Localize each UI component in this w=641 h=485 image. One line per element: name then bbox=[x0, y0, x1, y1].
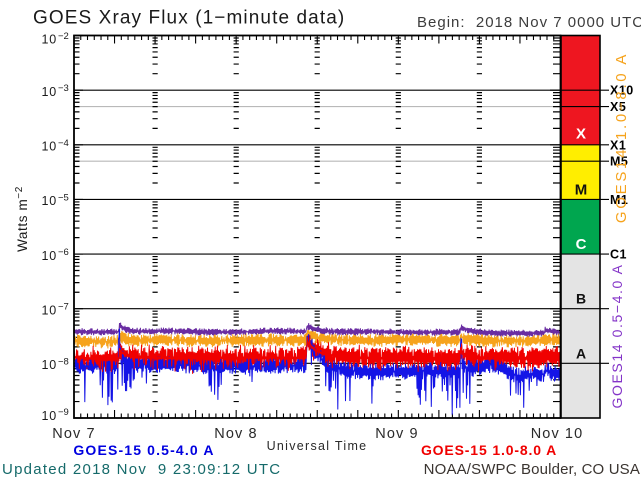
svg-text:M5: M5 bbox=[610, 155, 628, 169]
svg-text:Updated 2018 Nov 9 23:09:12 U: Updated 2018 Nov 9 23:09:12 UTC bbox=[2, 461, 281, 478]
svg-text:B: B bbox=[576, 291, 586, 307]
svg-text:Begin: 2018 Nov 7 0000 UTC: Begin: 2018 Nov 7 0000 UTC bbox=[417, 14, 641, 31]
svg-text:10: 10 bbox=[41, 249, 57, 263]
svg-text:10: 10 bbox=[41, 194, 57, 208]
svg-text:Nov 10: Nov 10 bbox=[531, 426, 584, 442]
svg-text:Universal Time: Universal Time bbox=[267, 439, 368, 453]
svg-text:10: 10 bbox=[41, 304, 57, 318]
svg-text:−2: −2 bbox=[58, 31, 69, 42]
svg-text:GOES14 0.5−4.0 A: GOES14 0.5−4.0 A bbox=[609, 263, 625, 408]
svg-text:A: A bbox=[576, 345, 586, 361]
svg-text:GOES Xray Flux (1−minute data): GOES Xray Flux (1−minute data) bbox=[33, 8, 345, 29]
svg-text:10: 10 bbox=[41, 33, 57, 47]
svg-text:X1: X1 bbox=[610, 138, 626, 152]
svg-text:−5: −5 bbox=[58, 192, 69, 203]
svg-text:Nov 7: Nov 7 bbox=[52, 426, 95, 442]
svg-text:10: 10 bbox=[41, 409, 57, 423]
svg-text:−4: −4 bbox=[58, 138, 69, 149]
svg-text:−9: −9 bbox=[58, 407, 69, 418]
svg-text:10: 10 bbox=[41, 85, 57, 99]
svg-text:GOES-15 0.5-4.0 A: GOES-15 0.5-4.0 A bbox=[73, 442, 214, 458]
svg-text:GOES-15 1.0-8.0 A: GOES-15 1.0-8.0 A bbox=[421, 442, 557, 458]
svg-text:M: M bbox=[575, 181, 588, 198]
svg-text:X5: X5 bbox=[610, 100, 626, 114]
svg-text:−6: −6 bbox=[58, 247, 69, 258]
svg-text:X: X bbox=[576, 125, 586, 142]
svg-text:C: C bbox=[576, 236, 587, 253]
svg-text:10: 10 bbox=[41, 140, 57, 154]
svg-text:GOES14 1.0−8.0 A: GOES14 1.0−8.0 A bbox=[613, 52, 630, 223]
svg-text:10: 10 bbox=[41, 358, 57, 372]
svg-text:NOAA/SWPC Boulder, CO USA: NOAA/SWPC Boulder, CO USA bbox=[424, 461, 640, 478]
svg-text:M1: M1 bbox=[610, 193, 628, 207]
svg-text:−3: −3 bbox=[58, 83, 69, 94]
svg-text:Watts m−2: Watts m−2 bbox=[14, 186, 30, 252]
svg-text:Nov 9: Nov 9 bbox=[375, 426, 418, 442]
svg-text:Nov 8: Nov 8 bbox=[214, 426, 257, 442]
svg-text:X10: X10 bbox=[610, 84, 634, 98]
svg-text:C1: C1 bbox=[610, 248, 627, 262]
svg-text:−8: −8 bbox=[58, 356, 69, 367]
svg-text:−7: −7 bbox=[58, 302, 69, 313]
